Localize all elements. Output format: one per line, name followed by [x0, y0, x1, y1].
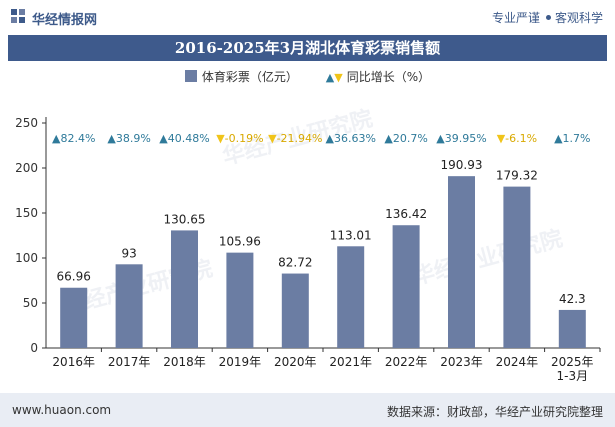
brand-name: 华经情报网 — [32, 13, 98, 28]
bar-value-label: 130.65 — [164, 212, 206, 226]
footer-url: www.huaon.com — [12, 403, 112, 417]
bar — [60, 287, 88, 348]
x-tick-label: 2023年 — [440, 355, 483, 369]
bar — [171, 230, 198, 348]
logo-icon — [11, 9, 25, 23]
x-tick-label: 2020年 — [274, 355, 317, 369]
up-triangle-icon: ▲ — [325, 71, 335, 84]
bar — [558, 309, 586, 348]
growth-label: ▲36.63% — [325, 132, 375, 145]
bar-value-label: 113.01 — [330, 228, 372, 242]
bar-chart: 0 50 100 150 200 250 66.96 2016年 ▲82.4% 93 2017年 ▲3… — [15, 116, 601, 383]
growth-label: ▲39.95% — [436, 132, 486, 145]
legend-item-bar: 体育彩票（亿元） — [184, 68, 298, 85]
chart-title: 2016-2025年3月湖北体育彩票销售额 — [174, 39, 441, 57]
bar-value-label: 105.96 — [219, 235, 261, 249]
title-bar: 2016-2025年3月湖北体育彩票销售额 — [8, 35, 607, 61]
bar — [337, 246, 365, 348]
x-tick-label: 2017年 — [108, 355, 151, 369]
top-bar: 华经情报网 专业严谨 客观科学 — [0, 0, 615, 34]
growth-label: ▲40.48% — [159, 132, 209, 145]
bar-value-label: 42.3 — [559, 292, 586, 306]
x-tick-label: 2025年 1-3月 — [551, 355, 594, 383]
tagline-right: 客观科学 — [554, 11, 603, 25]
legend-bar-swatch — [184, 70, 197, 82]
growth-label: ▼-6.1% — [497, 132, 537, 145]
x-tick-label: 2021年 — [329, 355, 372, 369]
bar — [503, 186, 531, 348]
bar-value-label: 93 — [121, 246, 136, 260]
bar-value-label: 66.96 — [57, 270, 91, 284]
legend: 体育彩票（亿元） ▲▼ 同比增长（%） — [0, 68, 615, 88]
growth-label: ▲38.9% — [107, 132, 150, 145]
y-tick-label: 150 — [15, 206, 38, 220]
x-tick-label: 2018年 — [163, 355, 206, 369]
bar — [226, 252, 254, 348]
down-triangle-icon: ▼ — [334, 71, 343, 84]
bar — [448, 176, 475, 348]
growth-label: ▲20.7% — [384, 132, 427, 145]
bar — [281, 273, 309, 348]
growth-label: ▼-21.94% — [268, 132, 322, 145]
legend-item-growth: ▲▼ 同比增长（%） — [326, 68, 430, 85]
legend-bar-label: 体育彩票（亿元） — [201, 70, 298, 84]
dot-separator — [545, 15, 551, 20]
bar-value-label: 136.42 — [385, 207, 427, 221]
y-tick-label: 0 — [30, 341, 38, 355]
bar-value-label: 179.32 — [496, 169, 538, 183]
growth-label: ▲82.4% — [52, 132, 95, 145]
y-tick-label: 50 — [23, 296, 38, 310]
bar-value-label: 190.93 — [441, 158, 483, 172]
growth-label: ▲1.7% — [554, 132, 590, 145]
legend-growth-label: 同比增长（%） — [346, 70, 431, 84]
y-tick-label: 200 — [15, 161, 38, 175]
bar — [392, 225, 420, 348]
x-tick-label: 2016年 — [52, 355, 95, 369]
x-tick-label: 2019年 — [219, 355, 262, 369]
bar — [115, 264, 143, 348]
tagline-left: 专业严谨 — [491, 11, 540, 25]
y-tick-label: 100 — [15, 251, 38, 265]
tagline: 专业严谨 客观科学 — [492, 9, 603, 26]
footer: www.huaon.com 数据来源：财政部，华经产业研究院整理 — [0, 393, 615, 427]
data-source: 数据来源：财政部，华经产业研究院整理 — [386, 405, 603, 419]
x-tick-label: 2024年 — [496, 355, 539, 369]
x-tick-label: 2022年 — [385, 355, 428, 369]
growth-label: ▼-0.19% — [216, 132, 263, 145]
bar-value-label: 82.72 — [278, 256, 312, 270]
y-tick-label: 250 — [15, 116, 38, 130]
